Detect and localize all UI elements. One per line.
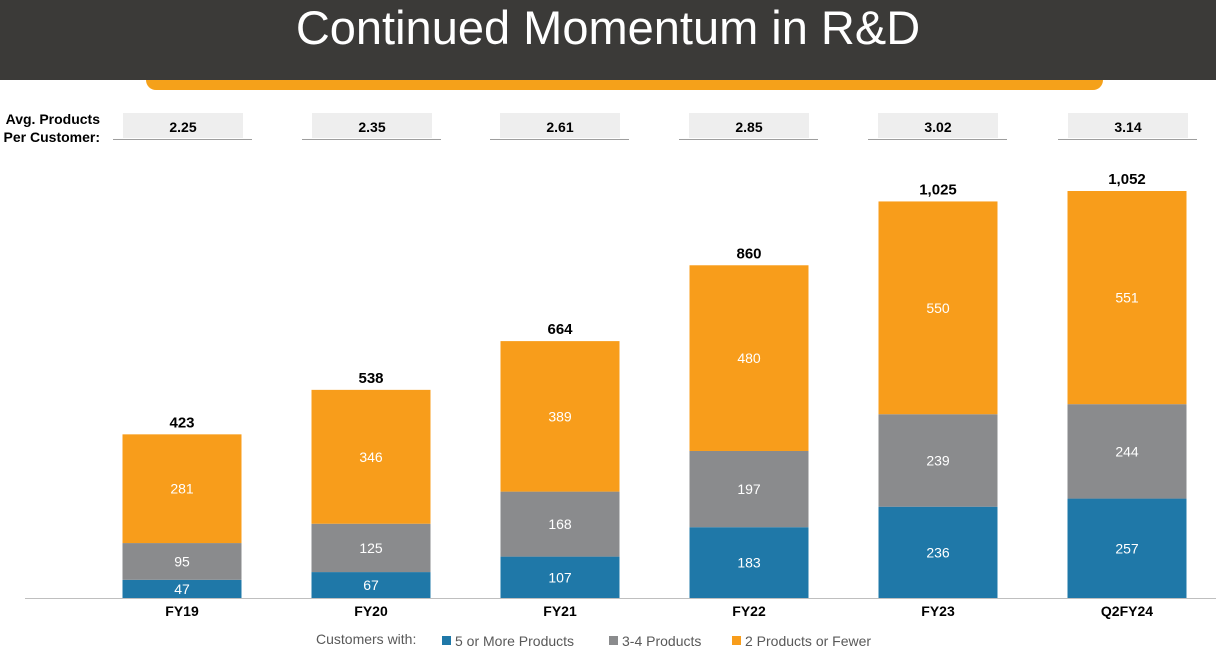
avg-products-underline	[490, 139, 629, 140]
x-tick-label: FY23	[921, 603, 955, 619]
avg-products-underline	[1058, 139, 1197, 140]
bar-segment-label: 67	[363, 577, 379, 593]
bar-segment-2orfewer	[878, 201, 998, 415]
x-tick-label: FY20	[354, 603, 388, 619]
bar-segment-3to4	[1067, 404, 1187, 499]
bar-segment-2orfewer	[689, 265, 809, 451]
bar-segment-3to4	[878, 414, 998, 507]
bar-segment-5plus	[500, 556, 620, 598]
bar-segment-label: 244	[1115, 443, 1139, 459]
bar-segment-label: 236	[926, 544, 950, 560]
bar-total-label: 1,052	[1108, 171, 1146, 188]
bar-segment-label: 281	[170, 481, 194, 497]
page-title: Continued Momentum in R&D	[295, 1, 921, 54]
avg-products-value: 2.35	[312, 113, 432, 138]
bar-segment-2orfewer	[311, 389, 431, 524]
bar-segment-5plus	[122, 579, 242, 598]
bar-segment-5plus	[311, 572, 431, 598]
bar-segment-5plus	[689, 527, 809, 598]
bar-segment-label: 346	[359, 449, 383, 465]
avg-products-label: Avg. Products Per Customer:	[2, 110, 100, 146]
avg-products-value: 3.02	[878, 113, 998, 138]
bar-segment-3to4	[122, 543, 242, 580]
bar-total-label: 1,025	[919, 181, 957, 198]
bar-segment-label: 183	[737, 555, 761, 571]
bar-segment-label: 168	[548, 516, 572, 532]
legend-swatch-5plus	[442, 636, 451, 645]
legend-title: Customers with:	[316, 631, 417, 647]
legend-swatch-3to4	[609, 636, 618, 645]
avg-products-value: 2.61	[500, 113, 620, 138]
bar-total-label: 538	[358, 370, 383, 387]
bar-segment-label: 239	[926, 452, 950, 468]
bar-total-label: 423	[169, 414, 194, 431]
avg-products-underline	[868, 139, 1007, 140]
legend-item-3to4: 3-4 Products	[622, 633, 702, 649]
x-tick-label: FY21	[543, 603, 577, 619]
bar-segment-label: 389	[548, 408, 572, 424]
avg-products-label-line1: Avg. Products	[5, 111, 100, 127]
bar-segment-2orfewer	[500, 341, 620, 492]
avg-products-underline	[302, 139, 441, 140]
x-tick-label: FY22	[732, 603, 766, 619]
avg-products-label-line2: Per Customer:	[3, 129, 100, 145]
bar-segment-label: 551	[1115, 290, 1139, 306]
bar-segment-label: 125	[359, 540, 383, 556]
bar-total-label: 664	[547, 321, 573, 338]
avg-products-underline	[679, 139, 818, 140]
header-bar	[0, 0, 1216, 80]
bar-segment-label: 480	[737, 350, 761, 366]
bar-segment-label: 107	[548, 569, 572, 585]
bar-segment-2orfewer	[122, 434, 242, 544]
bar-segment-label: 550	[926, 300, 950, 316]
bar-segment-label: 47	[174, 581, 190, 597]
bar-segment-label: 197	[737, 481, 761, 497]
legend-item-5plus: 5 or More Products	[455, 633, 575, 649]
bar-segment-3to4	[500, 491, 620, 557]
avg-products-value: 2.25	[123, 113, 243, 138]
legend-item-2orfewer: 2 Products or Fewer	[745, 633, 872, 649]
bar-segment-5plus	[1067, 498, 1187, 598]
bar-segment-3to4	[689, 450, 809, 528]
x-tick-label: FY19	[165, 603, 199, 619]
chart-legend: Customers with: 5 or More Products 3-4 P…	[0, 631, 1216, 651]
bar-segment-3to4	[311, 523, 431, 573]
bar-segment-label: 257	[1115, 540, 1139, 556]
avg-products-value: 2.85	[689, 113, 809, 138]
legend-swatch-2orfewer	[732, 636, 741, 645]
bar-segment-5plus	[878, 506, 998, 598]
x-tick-label: Q2FY24	[1101, 603, 1153, 619]
bar-segment-2orfewer	[1067, 191, 1187, 405]
bar-total-label: 860	[736, 245, 761, 262]
bar-segment-label: 95	[174, 553, 190, 569]
avg-products-value: 3.14	[1068, 113, 1188, 138]
header-accent-bar	[146, 80, 1103, 90]
avg-products-underline	[113, 139, 252, 140]
